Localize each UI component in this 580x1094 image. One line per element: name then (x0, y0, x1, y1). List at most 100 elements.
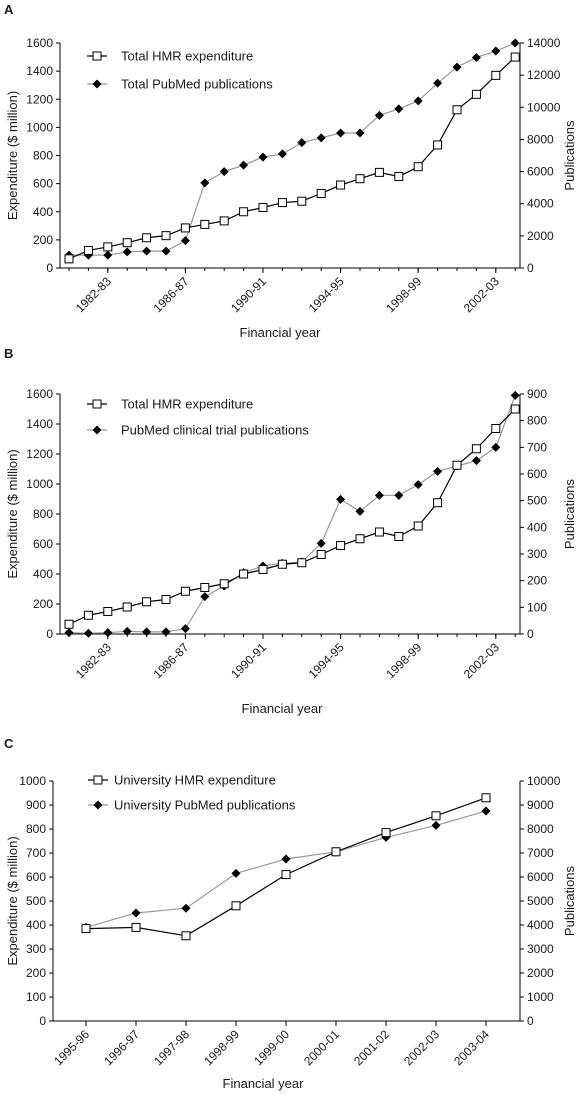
left-tick-label: 1600 (26, 387, 53, 401)
data-point-square (83, 610, 93, 620)
right-tick-label: 9000 (527, 798, 554, 812)
y2-axis-title: Publications (562, 865, 577, 936)
data-point-square (103, 242, 113, 252)
left-tick-label: 700 (26, 846, 46, 860)
series-line (85, 797, 487, 937)
data-point-diamond (336, 128, 346, 138)
data-point-diamond (491, 46, 501, 56)
data-point-square (180, 586, 190, 596)
data-point-square (258, 203, 268, 213)
data-point-diamond (103, 250, 113, 260)
data-point-square (161, 231, 171, 241)
data-point-diamond (258, 152, 268, 162)
right-tick-label: 8000 (527, 132, 554, 146)
legend-label: PubMed clinical trial publications (121, 423, 309, 438)
data-point-square (122, 238, 132, 248)
data-point-diamond (200, 592, 210, 602)
data-point-diamond (316, 538, 326, 548)
x-tick-label: 1986-87 (150, 274, 191, 315)
data-point-diamond (510, 38, 520, 48)
right-tick-label: 200 (527, 574, 547, 588)
left-tick-label: 800 (33, 149, 53, 163)
x-tick-label: 1995-96 (51, 1027, 92, 1068)
data-point-diamond (239, 160, 249, 170)
right-tick-label: 1000 (527, 990, 554, 1004)
data-point-square (471, 89, 481, 99)
legend-marker-diamond (92, 425, 102, 435)
data-point-square (180, 223, 190, 233)
x-tick-label: 1994-95 (306, 274, 347, 315)
x-tick-label: 1996-97 (101, 1027, 142, 1068)
left-tick-label: 1400 (26, 417, 53, 431)
right-tick-label: 4000 (527, 197, 554, 211)
data-point-square (161, 595, 171, 604)
data-point-square (297, 196, 307, 206)
data-point-diamond (433, 78, 443, 88)
chart-panel-b: B 0 200 400 600 800 1000 1200 1400 1600 0 100 200 300… (4, 346, 577, 716)
data-point-diamond (180, 624, 190, 634)
x-tick-label: 1990-91 (228, 640, 269, 681)
data-point-square (413, 162, 423, 172)
right-tick-label: 5000 (527, 894, 554, 908)
data-point-diamond (122, 626, 132, 636)
legend-label: Total HMR expenditure (121, 49, 253, 64)
data-point-square (510, 404, 520, 414)
left-tick-label: 800 (33, 507, 53, 521)
data-point-diamond (491, 442, 501, 452)
left-tick-label: 1000 (26, 477, 53, 491)
right-tick-label: 2000 (527, 966, 554, 980)
data-point-square (374, 167, 384, 177)
data-point-diamond (103, 628, 113, 638)
data-point-diamond (394, 104, 404, 114)
data-point-square (81, 924, 91, 934)
data-point-square (452, 460, 462, 470)
left-tick-label: 600 (26, 870, 46, 884)
data-point-square (297, 558, 307, 568)
data-point-square (491, 70, 501, 80)
left-tick-label: 1400 (26, 64, 53, 78)
data-point-diamond (355, 128, 365, 138)
panel-label: C (4, 736, 14, 751)
data-point-square (394, 172, 404, 182)
right-tick-label: 14000 (527, 36, 561, 50)
x-tick-label: 2002-03 (401, 1027, 442, 1068)
right-tick-label: 7000 (527, 846, 554, 860)
data-point-square (374, 527, 384, 537)
chart-panel-c: C010020030040050060070080090010000100020… (4, 736, 577, 1091)
data-point-square (231, 901, 241, 911)
left-tick-label: 200 (26, 966, 46, 980)
legend: Total HMR expenditure PubMed clinical tri… (87, 397, 309, 438)
series-expenditure (64, 404, 520, 629)
x-tick-label: 2002-03 (461, 640, 502, 681)
data-point-square (452, 105, 462, 115)
legend-label: Total HMR expenditure (121, 397, 253, 412)
data-point-diamond (355, 506, 365, 516)
data-point-square (394, 532, 404, 541)
x-tick-label: 1986-87 (150, 640, 191, 681)
data-point-square (277, 198, 287, 208)
data-point-diamond (413, 480, 423, 490)
chart-panel-a: A 0 200 400 600 800 1000 1200 1400 1600 0 2000 4000 6… (4, 2, 577, 340)
data-point-square (142, 597, 152, 607)
legend-marker-square (92, 51, 102, 61)
left-tick-label: 1200 (26, 92, 53, 106)
left-tick-label: 0 (46, 627, 53, 641)
series-publications (81, 806, 491, 932)
data-point-square (471, 444, 481, 454)
data-point-square (239, 207, 249, 217)
legend-marker-diamond (92, 79, 102, 89)
data-point-diamond (181, 903, 191, 913)
data-point-square (433, 498, 443, 508)
left-tick-label: 300 (26, 942, 46, 956)
data-point-square (122, 602, 132, 612)
legend-marker-square (92, 399, 102, 409)
right-tick-label: 100 (527, 600, 547, 614)
data-point-diamond (297, 138, 307, 148)
x-axis-title: Financial year (240, 325, 322, 340)
right-tick-label: 6000 (527, 165, 554, 179)
left-tick-label: 400 (33, 205, 53, 219)
series-expenditure (81, 793, 491, 941)
data-point-square (142, 233, 152, 243)
right-tick-label: 10000 (527, 774, 561, 788)
